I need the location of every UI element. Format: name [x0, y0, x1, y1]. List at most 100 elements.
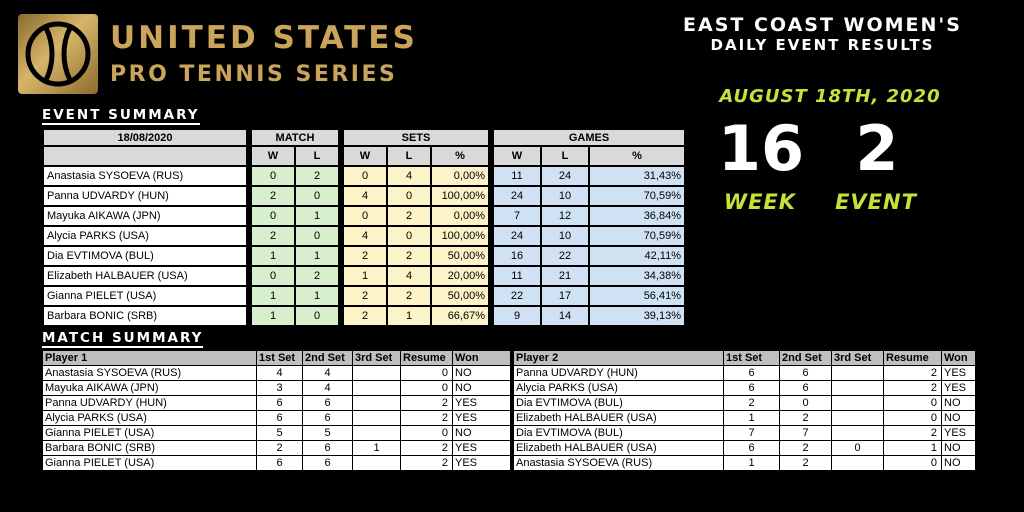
player2-won: NO: [941, 395, 976, 411]
player1-name: Panna UDVARDY (HUN): [42, 395, 257, 411]
event-summary-row: Panna UDVARDY (HUN) 2 0 4 0 100,00% 24 10 70,59%: [44, 187, 684, 205]
sets-pct: 50,00%: [432, 287, 488, 305]
games-pct: 70,59%: [590, 227, 684, 245]
match-losses: 0: [296, 307, 338, 325]
player2-name: Elizabeth HALBAUER (USA): [513, 410, 724, 426]
match-row: Anastasia SYSOEVA (RUS) 4 4 0 NO Panna UDVARD…: [42, 365, 976, 381]
games-pct: 56,41%: [590, 287, 684, 305]
sets-won: 0: [344, 167, 386, 185]
sets-pct: 0,00%: [432, 207, 488, 225]
games-won: 16: [494, 247, 540, 265]
player-name: Gianna PIELET (USA): [44, 287, 246, 305]
player1-won: YES: [452, 395, 511, 411]
set2-header-2: 2nd Set: [779, 350, 832, 366]
player2-set2: 7: [779, 425, 832, 441]
sets-won: 2: [344, 307, 386, 325]
player2-set2: 0: [779, 395, 832, 411]
match-group-header: MATCH: [252, 130, 338, 145]
player2-resume: 2: [883, 425, 942, 441]
player2-name: Anastasia SYSOEVA (RUS): [513, 455, 724, 471]
player1-won: YES: [452, 410, 511, 426]
sets-won: 2: [344, 247, 386, 265]
sets-won: 4: [344, 227, 386, 245]
player2-set3: [831, 455, 884, 471]
player2-set1: 1: [723, 455, 780, 471]
match-wins: 2: [252, 187, 294, 205]
player2-name: Dia EVTIMOVA (BUL): [513, 395, 724, 411]
games-pct: 34,38%: [590, 267, 684, 285]
event-summary-row: Barbara BONIC (SRB) 1 0 2 1 66,67% 9 14 39,13%: [44, 307, 684, 325]
match-wins: 1: [252, 307, 294, 325]
player1-set2: 5: [302, 425, 353, 441]
games-lost: 17: [542, 287, 588, 305]
player1-won: NO: [452, 380, 511, 396]
games-pct: 70,59%: [590, 187, 684, 205]
player1-set1: 6: [256, 410, 303, 426]
match-losses: 2: [296, 167, 338, 185]
player1-set2: 4: [302, 365, 353, 381]
match-losses: 2: [296, 267, 338, 285]
player2-header: Player 2: [513, 350, 724, 366]
sets-l-header: L: [388, 147, 430, 165]
sets-pct: 20,00%: [432, 267, 488, 285]
player2-name: Alycia PARKS (USA): [513, 380, 724, 396]
match-losses: 0: [296, 227, 338, 245]
event-number: 2: [855, 112, 899, 185]
player1-name: Mayuka AIKAWA (JPN): [42, 380, 257, 396]
player1-set1: 3: [256, 380, 303, 396]
games-lost: 22: [542, 247, 588, 265]
player2-won: NO: [941, 455, 976, 471]
match-row: Alycia PARKS (USA) 6 6 2 YES Elizabeth HALBAU…: [42, 410, 976, 426]
sets-lost: 1: [388, 307, 430, 325]
sets-lost: 4: [388, 267, 430, 285]
player-name: Mayuka AIKAWA (JPN): [44, 207, 246, 225]
player1-set3: [352, 455, 401, 471]
match-wins: 0: [252, 267, 294, 285]
sets-pct-header: %: [432, 147, 488, 165]
player2-resume: 0: [883, 410, 942, 426]
sets-lost: 0: [388, 187, 430, 205]
player2-set1: 1: [723, 410, 780, 426]
games-pct: 39,13%: [590, 307, 684, 325]
event-summary-row: Mayuka AIKAWA (JPN) 0 1 0 2 0,00% 7 12 36,84%: [44, 207, 684, 225]
player2-set2: 6: [779, 365, 832, 381]
games-pct-header: %: [590, 147, 684, 165]
match-wins: 0: [252, 207, 294, 225]
player2-name: Panna UDVARDY (HUN): [513, 365, 724, 381]
player1-set2: 4: [302, 380, 353, 396]
player2-set2: 2: [779, 410, 832, 426]
won-header: Won: [452, 350, 511, 366]
sets-pct: 100,00%: [432, 227, 488, 245]
games-won: 24: [494, 227, 540, 245]
match-w-header: W: [252, 147, 294, 165]
player1-name: Alycia PARKS (USA): [42, 410, 257, 426]
player1-set1: 6: [256, 395, 303, 411]
player1-set2: 6: [302, 440, 353, 456]
games-w-header: W: [494, 147, 540, 165]
match-losses: 1: [296, 247, 338, 265]
player-name: Dia EVTIMOVA (BUL): [44, 247, 246, 265]
player2-resume: 0: [883, 395, 942, 411]
sets-lost: 0: [388, 227, 430, 245]
player1-resume: 2: [400, 410, 453, 426]
games-won: 11: [494, 267, 540, 285]
player1-header: Player 1: [42, 350, 257, 366]
player2-set3: 0: [831, 440, 884, 456]
player1-set2: 6: [302, 410, 353, 426]
games-lost: 10: [542, 227, 588, 245]
player2-resume: 1: [883, 440, 942, 456]
sets-lost: 2: [388, 207, 430, 225]
player2-won: YES: [941, 425, 976, 441]
player1-set1: 4: [256, 365, 303, 381]
player1-name: Anastasia SYSOEVA (RUS): [42, 365, 257, 381]
set3-header-2: 3rd Set: [831, 350, 884, 366]
event-summary-row: Dia EVTIMOVA (BUL) 1 1 2 2 50,00% 16 22 42,11%: [44, 247, 684, 265]
match-row: Gianna PIELET (USA) 5 5 0 NO Dia EVTIMOVA (BU…: [42, 425, 976, 441]
player2-set3: [831, 395, 884, 411]
resume-header-2: Resume: [883, 350, 942, 366]
week-label: WEEK: [723, 190, 797, 214]
player1-set1: 5: [256, 425, 303, 441]
set1-header-2: 1st Set: [723, 350, 780, 366]
player1-won: YES: [452, 440, 511, 456]
player2-set3: [831, 365, 884, 381]
